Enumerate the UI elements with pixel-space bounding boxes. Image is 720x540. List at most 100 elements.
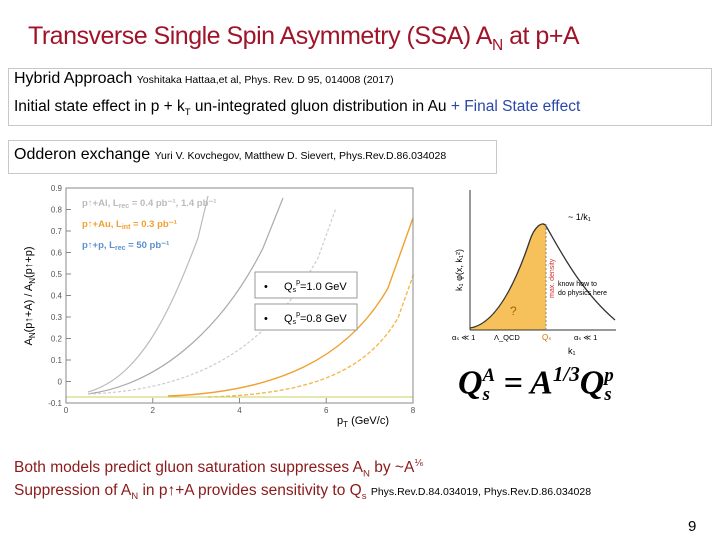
y-label-part: (p↑+A) / A <box>23 283 35 332</box>
curve-al <box>87 197 284 395</box>
qs-box <box>254 271 358 299</box>
legend-entry: p↑+p, Lrec = 50 pb⁻¹ <box>82 240 169 252</box>
plot: AN(p↑+A) / AN(p↑+p) pT (GeV/c) p↑+Al, Lr… <box>23 184 416 429</box>
distribution-curve <box>469 223 616 329</box>
y-tick-label: 0.3 <box>51 313 63 322</box>
slide-title: Transverse Single Spin Asymmetry (SSA) A… <box>28 22 580 55</box>
qs-sup: p <box>296 279 300 286</box>
bottom-sub: s <box>361 491 367 503</box>
y-tick-label: 0.1 <box>51 356 63 365</box>
qs-text: • Qsp=1.0 GeV <box>264 279 347 294</box>
hybrid-box <box>8 68 712 126</box>
formula-part: Q <box>579 364 605 402</box>
formula-part: Q <box>458 364 483 402</box>
know-text: do physics here <box>558 290 607 297</box>
bottom-text: Suppression of A <box>14 482 132 499</box>
hybrid-head-line: Hybrid Approach Yoshitaka Hattaa,et al, … <box>14 70 394 88</box>
odderon-box <box>8 140 497 174</box>
qs-box <box>254 303 358 331</box>
title-text: Transverse Single Spin Asymmetry (SSA) A <box>28 22 492 50</box>
bullet: • <box>264 313 268 325</box>
bullet: • <box>264 281 268 293</box>
qs-rest: =1.0 GeV <box>300 281 347 293</box>
bottom-sub: N <box>131 491 139 503</box>
qs-text: • Qsp=0.8 GeV <box>264 311 347 326</box>
x-label-sub: T <box>343 420 348 429</box>
legend-sub: int <box>122 224 131 231</box>
x-label-part: p <box>337 415 343 427</box>
hybrid-heading: Hybrid Approach <box>14 70 133 87</box>
qs-rest: =0.8 GeV <box>300 313 347 325</box>
qs-label: Qₛ <box>542 333 551 342</box>
bottom-sub: N <box>362 468 370 480</box>
y-label-part: A <box>23 338 35 346</box>
x-axis-label: pT (GeV/c) <box>337 415 389 429</box>
formula-sub: s <box>604 383 612 405</box>
hybrid-sub: T <box>184 107 191 119</box>
qs-q: Q <box>284 313 293 325</box>
bottom-text: by ~A <box>369 459 415 477</box>
bottom-text: Both models predict gluon saturation sup… <box>14 459 363 477</box>
formula-sup: A <box>482 364 496 386</box>
lambda: Λ_QCD <box>494 333 520 342</box>
curve-au <box>167 217 414 397</box>
diagram-x-label: k₁ <box>568 346 576 356</box>
y-tick-label: 0.9 <box>51 184 63 193</box>
y-tick-label: 0 <box>58 378 63 387</box>
legend-text: = 0.3 pb⁻¹ <box>130 219 176 230</box>
formula-sub: s <box>482 383 490 405</box>
curve-au <box>207 272 415 398</box>
y-tick-label: 0.2 <box>51 335 63 344</box>
qs-sub: s <box>293 287 297 294</box>
x-tick-label: 4 <box>237 406 242 415</box>
y-tick-label: -0.1 <box>48 399 62 408</box>
odderon-line: Odderon exchange Yuri V. Kovchegov, Matt… <box>14 146 446 164</box>
bottom-reference: Phys.Rev.D.84.034019, Phys.Rev.D.86.0340… <box>370 486 592 498</box>
formula-exp: 1/3 <box>552 362 580 386</box>
formula-part: = A <box>495 364 553 402</box>
legend-text: = 50 pb⁻¹ <box>126 240 170 251</box>
title-sub: N <box>491 37 503 54</box>
hybrid-text: un-integrated gluon distribution in Au <box>190 98 451 115</box>
legend-entry: p↑+Al, Lrec = 0.4 pb⁻¹, 1.4 pb⁻¹ <box>82 198 217 210</box>
diagram-y-label: k₁ φ(x, k₁²) <box>454 249 464 291</box>
alpha-right: αₛ ≪ 1 <box>574 333 597 342</box>
bottom-line: Suppression of AN in p↑+A provides sensi… <box>14 482 591 502</box>
legend-text: p↑+p, L <box>82 240 115 251</box>
y-tick-label: 0.5 <box>51 270 63 279</box>
alpha-left: αₛ ≪ 1 <box>452 333 475 342</box>
hybrid-text: Initial state effect in p + k <box>14 98 185 115</box>
bottom-line: Both models predict gluon saturation sup… <box>14 458 424 479</box>
hybrid-reference: Yoshitaka Hattaa,et al, Phys. Rev. D 95,… <box>136 74 394 86</box>
legend-text: p↑+Au, L <box>82 219 122 230</box>
hybrid-line: Initial state effect in p + kT un-integr… <box>14 98 580 118</box>
y-tick-label: 0.8 <box>51 206 63 215</box>
hybrid-final: + Final State effect <box>450 98 581 115</box>
curve-al <box>87 195 209 393</box>
y-label-sub: N <box>28 278 37 284</box>
curve-al <box>87 207 337 395</box>
odderon-heading: Odderon exchange <box>14 146 151 163</box>
legend-sub: rec <box>115 245 126 252</box>
legend-text: p↑+Al, L <box>82 198 119 209</box>
y-tick-label: 0.7 <box>51 227 63 236</box>
y-axis-label: AN(p↑+A) / AN(p↑+p) <box>23 246 37 345</box>
scaling: ~ 1/k₁ <box>568 212 591 222</box>
bottom-sup: ⅙ <box>414 458 424 469</box>
x-tick-label: 0 <box>64 406 69 415</box>
y-label-part: (p↑+p) <box>23 246 35 278</box>
title-end: at p+A <box>502 22 580 50</box>
know-text: know how to <box>558 281 597 288</box>
y-label-sub: N <box>28 332 37 338</box>
legend: p↑+Al, Lrec = 0.4 pb⁻¹, 1.4 pb⁻¹ p↑+Au, … <box>82 198 217 252</box>
max-density: max. density <box>549 258 556 298</box>
x-tick-label: 8 <box>411 406 416 415</box>
y-tick-label: 0.4 <box>51 292 63 301</box>
y-tick-label: 0.6 <box>51 249 63 258</box>
page-number: 9 <box>688 518 697 535</box>
diagram: k₁ φ(x, k₁²) ~ 1/k₁ max. density know ho… <box>452 190 616 356</box>
bottom-text: in p↑+A provides sensitivity to Q <box>138 482 362 499</box>
qs-q: Q <box>284 281 293 293</box>
